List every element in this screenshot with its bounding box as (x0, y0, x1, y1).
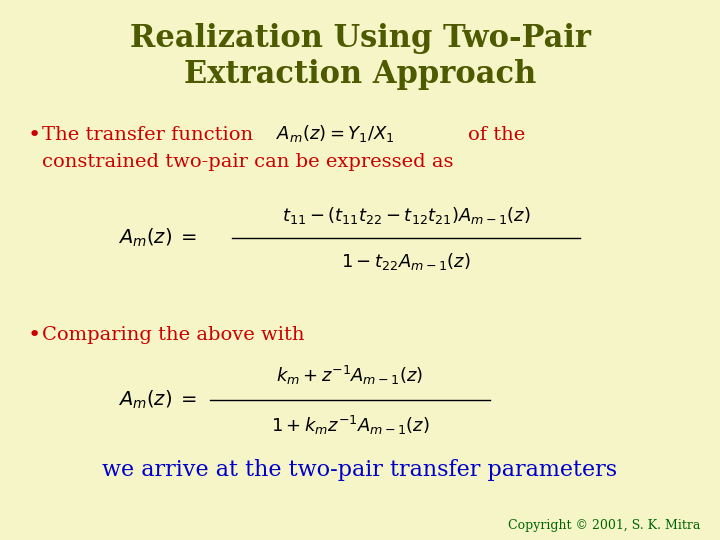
Text: •: • (28, 125, 41, 145)
Text: $1-t_{22}A_{m-1}(z)$: $1-t_{22}A_{m-1}(z)$ (341, 252, 471, 273)
Text: we arrive at the two-pair transfer parameters: we arrive at the two-pair transfer param… (102, 459, 618, 481)
Text: $t_{11}-(t_{11}t_{22}-t_{12}t_{21})A_{m-1}(z)$: $t_{11}-(t_{11}t_{22}-t_{12}t_{21})A_{m-… (282, 205, 531, 226)
Text: Comparing the above with: Comparing the above with (42, 326, 305, 344)
Text: $A_m(z)\;=$: $A_m(z)\;=$ (118, 227, 197, 249)
Text: Realization Using Two-Pair: Realization Using Two-Pair (130, 23, 590, 53)
Text: of the: of the (468, 126, 526, 144)
Text: $A_m(z)=Y_1/X_1$: $A_m(z)=Y_1/X_1$ (276, 123, 395, 144)
Text: $1+k_mz^{-1}A_{m-1}(z)$: $1+k_mz^{-1}A_{m-1}(z)$ (271, 414, 429, 436)
Text: •: • (28, 325, 41, 345)
Text: constrained two-pair can be expressed as: constrained two-pair can be expressed as (42, 153, 454, 171)
Text: $k_m+z^{-1}A_{m-1}(z)$: $k_m+z^{-1}A_{m-1}(z)$ (276, 363, 423, 387)
Text: $A_m(z)\;=$: $A_m(z)\;=$ (118, 389, 197, 411)
Text: Extraction Approach: Extraction Approach (184, 59, 536, 91)
Text: Copyright © 2001, S. K. Mitra: Copyright © 2001, S. K. Mitra (508, 518, 700, 531)
Text: The transfer function: The transfer function (42, 126, 253, 144)
